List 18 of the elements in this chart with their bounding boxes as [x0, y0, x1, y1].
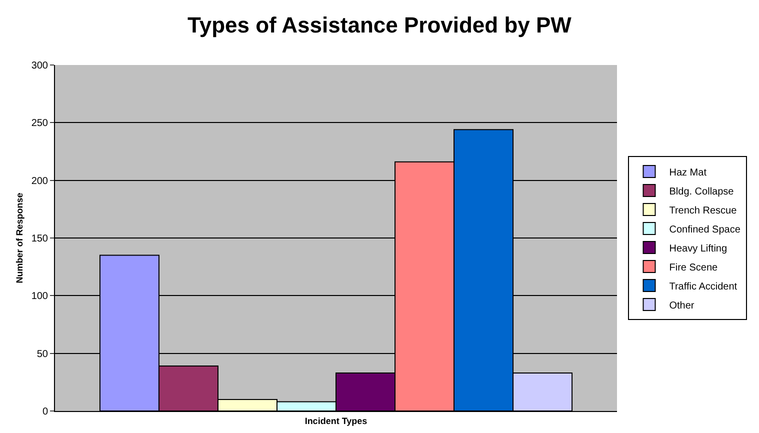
- y-tick-label: 0: [42, 406, 48, 418]
- y-tick-label: 250: [31, 118, 48, 130]
- legend-label: Heavy Lifting: [669, 243, 728, 254]
- legend-label: Bldg. Collapse: [669, 186, 734, 198]
- legend-label: Traffic Accident: [669, 281, 738, 292]
- legend-label: Other: [669, 300, 695, 312]
- x-axis-title: Incident Types: [304, 416, 368, 426]
- legend-label: Fire Scene: [669, 262, 718, 274]
- chart-title: Types of Assistance Provided by PW: [188, 12, 572, 38]
- y-tick-label: 100: [31, 291, 48, 302]
- legend-label: Trench Rescue: [669, 205, 738, 216]
- y-tick-label: 300: [31, 60, 48, 72]
- legend-label: Haz Mat: [669, 167, 707, 178]
- y-tick-label: 150: [31, 234, 48, 244]
- y-axis-title: Number of Response: [14, 192, 25, 284]
- y-tick-label: 50: [36, 348, 48, 360]
- legend-label: Confined Space: [669, 224, 741, 236]
- y-tick-label: 200: [31, 176, 48, 187]
